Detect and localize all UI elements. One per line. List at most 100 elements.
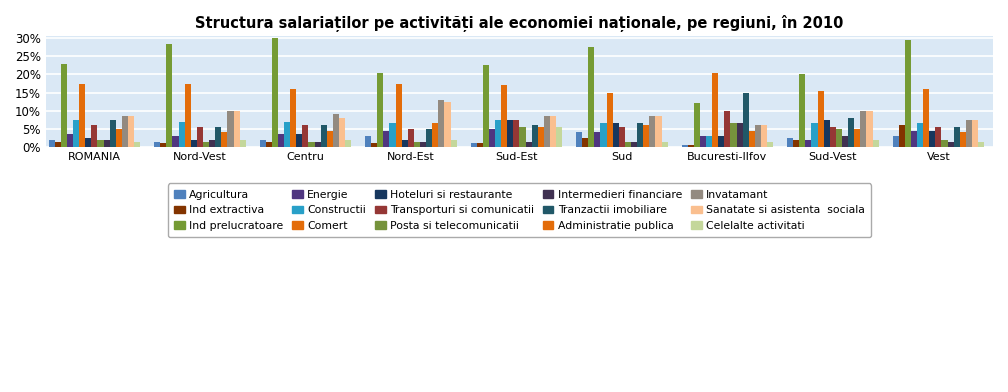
Bar xyxy=(272,38,278,147)
Bar xyxy=(761,125,767,147)
Bar xyxy=(978,142,984,147)
Bar xyxy=(601,123,607,147)
Bar xyxy=(86,138,92,147)
Title: Structura salariaților pe activități ale economiei naționale, pe regiuni, în 201: Structura salariaților pe activități ale… xyxy=(196,15,844,32)
Bar xyxy=(278,134,284,147)
Bar xyxy=(755,125,761,147)
Bar xyxy=(935,127,941,147)
Bar xyxy=(861,111,867,147)
Bar xyxy=(215,127,222,147)
Bar xyxy=(793,140,799,147)
Bar xyxy=(308,142,314,147)
Bar xyxy=(966,120,972,147)
Bar xyxy=(414,142,420,147)
Bar xyxy=(426,129,432,147)
Bar xyxy=(339,118,345,147)
Bar xyxy=(607,93,613,147)
Bar xyxy=(259,140,266,147)
Bar xyxy=(929,131,935,147)
Bar xyxy=(613,123,619,147)
Bar xyxy=(73,120,79,147)
Bar xyxy=(116,129,122,147)
Bar xyxy=(122,116,128,147)
Bar xyxy=(731,123,737,147)
Bar xyxy=(898,125,905,147)
Bar xyxy=(160,143,166,147)
Bar xyxy=(408,129,414,147)
Bar xyxy=(54,142,60,147)
Bar xyxy=(655,116,661,147)
Bar xyxy=(365,136,371,147)
Bar xyxy=(377,73,383,147)
Bar xyxy=(830,127,836,147)
Bar xyxy=(483,65,489,147)
Bar xyxy=(154,142,160,147)
Bar xyxy=(787,138,793,147)
Bar xyxy=(941,140,948,147)
Bar xyxy=(184,83,191,147)
Bar xyxy=(619,127,625,147)
Bar xyxy=(649,116,655,147)
Bar xyxy=(495,120,501,147)
Bar xyxy=(743,93,749,147)
Bar xyxy=(905,40,911,147)
Bar xyxy=(489,129,495,147)
Bar xyxy=(583,138,589,147)
Bar xyxy=(576,132,583,147)
Bar xyxy=(134,142,140,147)
Bar xyxy=(128,116,134,147)
Bar xyxy=(892,136,898,147)
Bar xyxy=(513,120,519,147)
Bar xyxy=(209,140,215,147)
Bar xyxy=(240,140,246,147)
Bar xyxy=(712,73,718,147)
Bar xyxy=(477,143,483,147)
Bar xyxy=(166,44,172,147)
Bar xyxy=(799,74,805,147)
Bar xyxy=(643,125,649,147)
Bar xyxy=(550,116,556,147)
Bar xyxy=(389,123,395,147)
Bar xyxy=(972,120,978,147)
Bar xyxy=(631,142,637,147)
Bar xyxy=(471,143,477,147)
Bar xyxy=(625,142,631,147)
Bar xyxy=(92,125,98,147)
Bar xyxy=(661,142,667,147)
Bar xyxy=(706,136,712,147)
Bar xyxy=(333,114,339,147)
Bar xyxy=(451,140,457,147)
Bar xyxy=(556,127,562,147)
Bar xyxy=(700,136,706,147)
Bar xyxy=(917,123,923,147)
Bar xyxy=(67,134,73,147)
Bar xyxy=(60,64,67,147)
Bar xyxy=(178,122,184,147)
Bar xyxy=(501,85,507,147)
Bar xyxy=(345,140,351,147)
Bar xyxy=(537,127,544,147)
Bar xyxy=(725,111,731,147)
Bar xyxy=(637,123,643,147)
Bar xyxy=(321,125,327,147)
Bar xyxy=(519,127,525,147)
Bar xyxy=(836,129,842,147)
Bar xyxy=(432,123,438,147)
Bar xyxy=(172,136,178,147)
Bar xyxy=(749,131,755,147)
Bar xyxy=(383,131,389,147)
Bar xyxy=(811,123,817,147)
Bar xyxy=(767,142,773,147)
Bar xyxy=(694,103,700,147)
Bar xyxy=(395,83,402,147)
Bar xyxy=(222,132,228,147)
Bar xyxy=(302,125,308,147)
Bar xyxy=(284,122,290,147)
Bar xyxy=(191,140,197,147)
Bar xyxy=(687,145,694,147)
Bar xyxy=(842,136,848,147)
Bar xyxy=(923,89,929,147)
Bar xyxy=(589,47,595,147)
Bar xyxy=(228,111,234,147)
Bar xyxy=(290,89,296,147)
